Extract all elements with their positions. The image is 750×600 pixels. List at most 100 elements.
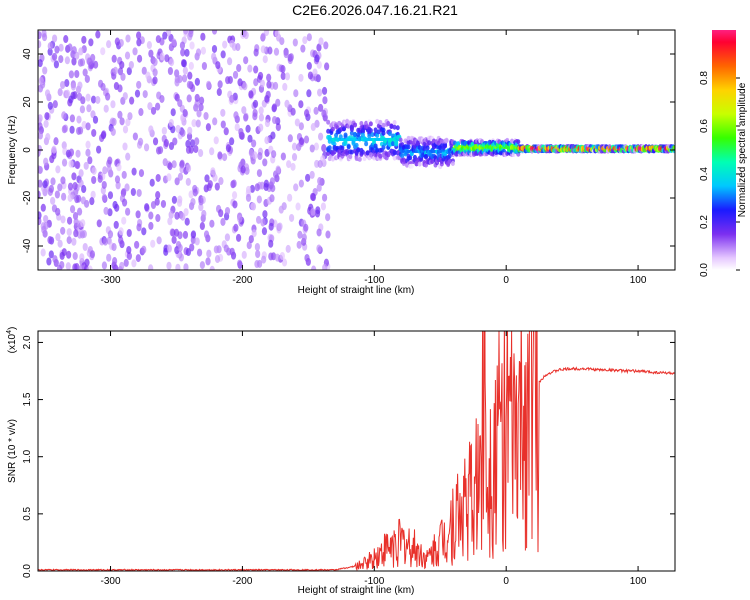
heatmap-cell	[47, 101, 53, 110]
heatmap-cell	[112, 257, 118, 266]
heatmap-cell	[316, 183, 322, 192]
heatmap-cell	[220, 108, 226, 117]
heatmap-cell	[68, 70, 74, 79]
heatmap-ridge	[440, 149, 443, 153]
heatmap-cell	[291, 153, 298, 162]
heatmap-cell	[194, 77, 200, 86]
heatmap-cell	[263, 179, 269, 188]
heatmap-ridge	[437, 149, 440, 153]
heatmap-cell	[87, 57, 93, 66]
heatmap-cell	[81, 185, 87, 194]
heatmap-cell	[381, 144, 386, 150]
heatmap-cell	[117, 84, 123, 93]
heatmap-cell	[211, 52, 217, 61]
heatmap-ridge	[407, 149, 410, 153]
heatmap-cell	[298, 137, 305, 146]
heatmap-cell	[285, 244, 291, 253]
x-tick-label: 100	[630, 576, 647, 587]
y-tick-label: 20	[22, 96, 33, 108]
heatmap-ridge	[345, 137, 348, 141]
heatmap-cell	[81, 120, 87, 129]
heatmap-cell	[264, 119, 271, 128]
colorbar-label: Normalized spectral amplitude	[737, 82, 748, 217]
heatmap-cell	[182, 109, 188, 118]
heatmap-cell	[241, 106, 247, 115]
snr-scale-prefix: (x10	[7, 333, 18, 353]
heatmap-cell	[127, 112, 133, 121]
spectrogram-y-label: Frequency (Hz)	[7, 116, 18, 185]
heatmap-cell	[408, 155, 413, 161]
heatmap-cell	[198, 96, 205, 105]
heatmap-cell	[349, 124, 354, 130]
heatmap-cell	[67, 182, 74, 191]
heatmap-cell	[159, 94, 165, 103]
heatmap-cell	[96, 145, 102, 154]
heatmap-cell	[251, 139, 257, 148]
heatmap-cell	[102, 166, 108, 175]
heatmap-cell	[293, 183, 299, 192]
heatmap-cell	[318, 103, 324, 112]
heatmap-cell	[209, 265, 215, 270]
heatmap-cell	[360, 149, 365, 155]
heatmap-cell	[132, 132, 138, 141]
heatmap-cell	[71, 57, 77, 66]
heatmap-ridge	[366, 137, 369, 141]
heatmap-cell	[315, 206, 321, 215]
heatmap-cell	[212, 117, 218, 126]
heatmap-cell	[119, 117, 125, 126]
heatmap-cell	[192, 188, 198, 197]
heatmap-cell	[59, 80, 66, 89]
y-tick-label: 0	[22, 147, 33, 153]
heatmap-cell	[303, 135, 310, 144]
heatmap-cell	[254, 243, 260, 252]
heatmap-cell	[233, 223, 239, 232]
heatmap-cell	[247, 134, 253, 143]
snr-scale-exponent: 4	[6, 330, 13, 334]
heatmap-ridge	[422, 149, 425, 153]
heatmap-cell	[126, 229, 132, 238]
heatmap-cell	[304, 253, 310, 262]
heatmap-ridge	[355, 137, 358, 141]
heatmap-cell	[100, 47, 106, 56]
heatmap-cell	[43, 157, 49, 166]
heatmap-cell	[322, 263, 328, 270]
heatmap-cell	[394, 141, 399, 147]
heatmap-cell	[406, 135, 411, 141]
heatmap-cell	[313, 106, 319, 115]
y-tick-label: 1.5	[22, 392, 33, 406]
x-tick-label: 100	[630, 275, 647, 286]
heatmap-cell	[90, 190, 96, 199]
heatmap-cell	[51, 34, 58, 43]
heatmap-cell	[284, 72, 291, 81]
heatmap-cell	[212, 173, 218, 182]
heatmap-cell	[314, 54, 320, 63]
heatmap-cell	[447, 159, 452, 165]
heatmap-cell	[157, 146, 164, 155]
heatmap-cell	[292, 38, 298, 47]
heatmap-cell	[88, 38, 94, 47]
heatmap-cell	[64, 79, 70, 88]
heatmap-cell	[55, 207, 61, 216]
heatmap-cell	[214, 255, 221, 264]
heatmap-cell	[271, 115, 278, 124]
heatmap-cell	[97, 174, 103, 183]
heatmap-cell	[280, 65, 286, 74]
heatmap-cell	[229, 94, 235, 103]
heatmap-cell	[387, 131, 392, 137]
heatmap-cell	[182, 66, 188, 75]
heatmap-cell	[376, 129, 381, 135]
heatmap-cell	[187, 71, 193, 80]
heatmap-cell	[155, 214, 161, 223]
heatmap-cell	[311, 265, 317, 270]
heatmap-ridge	[429, 149, 432, 153]
heatmap-cell	[80, 219, 86, 228]
heatmap-cell	[152, 68, 158, 77]
heatmap-cell	[103, 104, 109, 113]
heatmap-cell	[44, 112, 50, 121]
heatmap-cell	[54, 45, 60, 54]
heatmap-cell	[205, 123, 211, 132]
heatmap-cell	[78, 264, 85, 270]
heatmap-cell	[305, 173, 311, 182]
heatmap-cell	[312, 68, 318, 77]
